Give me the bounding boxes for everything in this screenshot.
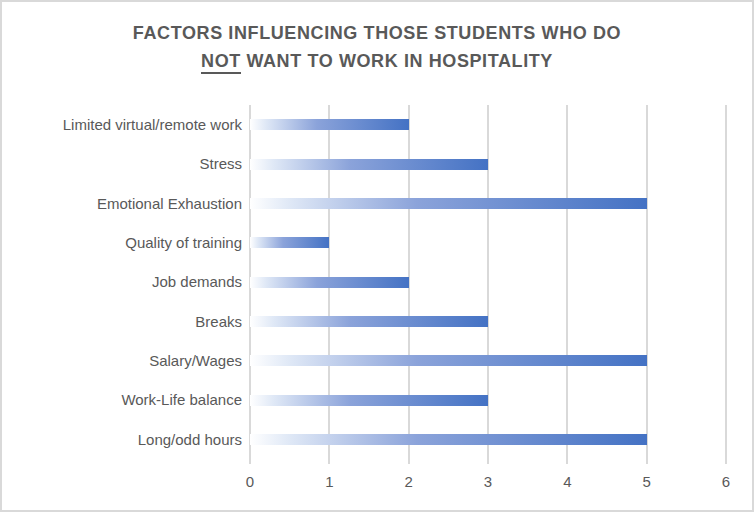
x-tick-label-0: 0: [230, 473, 270, 490]
x-tick-label-2: 2: [389, 473, 429, 490]
category-label-6: Salary/Wages: [10, 341, 242, 380]
bar-5: [250, 316, 488, 327]
chart-title-line-2: NOT WANT TO WORK IN HOSPITALITY: [2, 47, 752, 75]
bar-8: [250, 434, 647, 445]
category-label-8: Long/odd hours: [10, 420, 242, 459]
plot-area: [250, 105, 726, 459]
bar-1: [250, 159, 488, 170]
chart-title: FACTORS INFLUENCING THOSE STUDENTS WHO D…: [2, 19, 752, 75]
category-label-3: Quality of training: [10, 223, 242, 262]
bar-3: [250, 237, 329, 248]
gridline-x-6: [725, 105, 727, 464]
x-tick-label-6: 6: [706, 473, 746, 490]
category-label-7: Work-Life balance: [10, 380, 242, 419]
chart-title-line-1: FACTORS INFLUENCING THOSE STUDENTS WHO D…: [2, 19, 752, 47]
bar-7: [250, 395, 488, 406]
x-tick-label-1: 1: [309, 473, 349, 490]
category-label-2: Emotional Exhaustion: [10, 184, 242, 223]
x-tick-label-4: 4: [547, 473, 587, 490]
bar-6: [250, 355, 647, 366]
gridline-x-5: [646, 105, 648, 464]
gridline-x-4: [566, 105, 568, 464]
category-label-4: Job demands: [10, 262, 242, 301]
category-label-0: Limited virtual/remote work: [10, 105, 242, 144]
category-label-5: Breaks: [10, 302, 242, 341]
category-label-1: Stress: [10, 144, 242, 183]
bar-chart: FACTORS INFLUENCING THOSE STUDENTS WHO D…: [0, 0, 754, 512]
chart-title-line-2-rest: WANT TO WORK IN HOSPITALITY: [241, 51, 553, 71]
x-tick-label-5: 5: [627, 473, 667, 490]
x-tick-label-3: 3: [468, 473, 508, 490]
chart-title-underlined-word: NOT: [201, 51, 241, 74]
bar-0: [250, 119, 409, 130]
bar-2: [250, 198, 647, 209]
bar-4: [250, 277, 409, 288]
